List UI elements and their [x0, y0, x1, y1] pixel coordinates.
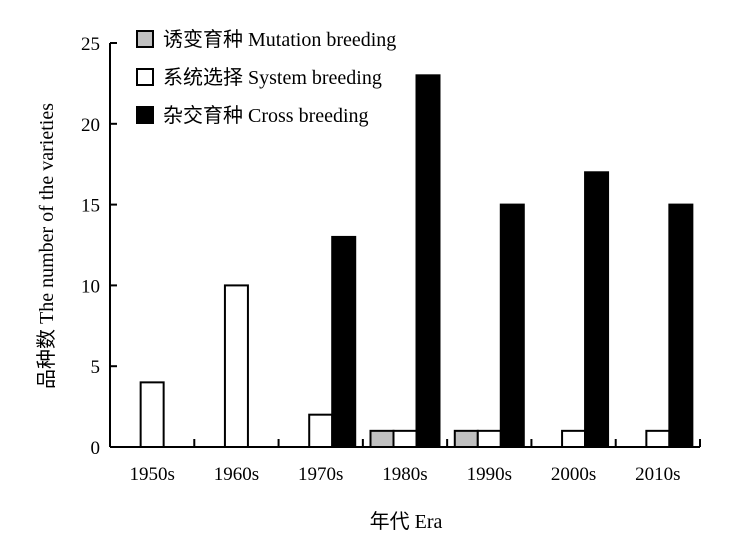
y-tick-label: 10	[81, 276, 100, 297]
bar	[499, 203, 525, 448]
x-tick-label: 2000s	[551, 464, 596, 485]
y-tick-label: 20	[81, 115, 100, 136]
bar	[415, 74, 441, 448]
legend-swatch	[136, 106, 154, 124]
y-tick-label: 0	[91, 438, 101, 459]
x-tick-label: 1980s	[382, 464, 427, 485]
x-tick-label: 1950s	[129, 464, 174, 485]
x-tick-label: 1970s	[298, 464, 343, 485]
bar	[561, 429, 587, 448]
bar	[223, 284, 249, 448]
y-axis-title: 品种数 The number of the varieties	[35, 103, 58, 389]
bar	[139, 381, 165, 448]
y-axis: 0 5 10 15 20 25	[81, 34, 117, 459]
y-tick-label: 25	[81, 34, 100, 55]
bars	[139, 74, 694, 448]
bar	[331, 235, 357, 448]
legend-label: 诱变育种 Mutation breeding	[163, 28, 396, 51]
y-tick-label: 5	[91, 357, 101, 378]
x-axis: 1950s 1960s 1970s 1980s 1990s 2000s 2010s	[109, 439, 701, 485]
y-tick-label: 15	[81, 196, 100, 217]
x-tick-label: 2010s	[635, 464, 680, 485]
bar	[584, 171, 610, 448]
bar	[308, 413, 334, 448]
legend: 诱变育种 Mutation breeding 系统选择 System breedi…	[136, 28, 396, 127]
bar	[369, 429, 395, 448]
legend-swatch	[136, 68, 154, 86]
legend-label: 系统选择 System breeding	[163, 66, 382, 89]
legend-swatch	[136, 30, 154, 48]
bar	[392, 429, 418, 448]
legend-label: 杂交育种 Cross breeding	[163, 104, 369, 127]
x-tick-label: 1960s	[214, 464, 259, 485]
x-axis-title: 年代 Era	[370, 510, 443, 533]
bar	[645, 429, 671, 448]
bar	[668, 203, 694, 448]
bar	[476, 429, 502, 448]
x-tick-label: 1990s	[467, 464, 512, 485]
bar	[453, 429, 479, 448]
